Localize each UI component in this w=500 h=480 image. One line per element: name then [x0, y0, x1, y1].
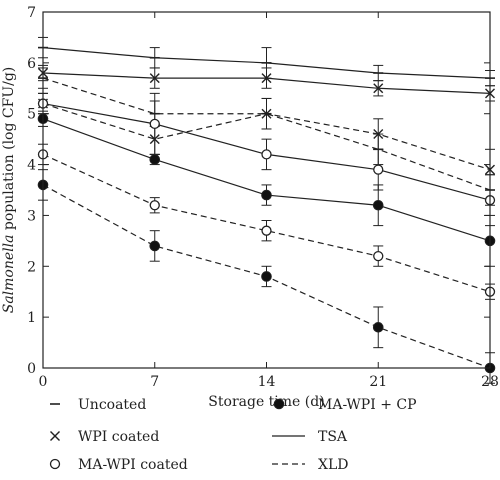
data-point — [261, 225, 272, 236]
data-point — [373, 164, 384, 175]
marker-filled-circle — [261, 189, 272, 201]
y-axis-label-italic: Salmonella — [1, 235, 17, 314]
marker-open-circle — [261, 225, 272, 236]
marker-x-stroke — [261, 108, 272, 119]
y-axis-label-rest: population (log CFU/g) — [1, 67, 17, 235]
legend-item: XLD — [272, 457, 349, 473]
axes: 0 7 14 21 28 0 1 2 3 4 5 6 7 — [27, 5, 499, 390]
plot-area — [37, 36, 496, 384]
y-tick-label: 0 — [27, 361, 36, 377]
legend-label: WPI coated — [78, 429, 159, 445]
legend-swatch-marker — [273, 398, 285, 410]
data-point — [149, 154, 161, 165]
series-ma-wpi-cp-tsa — [37, 110, 496, 267]
marker-filled-circle — [372, 199, 384, 211]
marker-open-circle — [373, 164, 384, 175]
y-tick-label: 1 — [27, 310, 36, 326]
x-tick-label: 21 — [369, 374, 387, 390]
marker-open-circle — [49, 458, 61, 470]
y-tick-label: 6 — [27, 56, 36, 72]
data-point — [261, 149, 272, 160]
x-axis-label: Storage time (d) — [208, 394, 324, 410]
y-tick-label: 4 — [27, 158, 36, 174]
data-point — [261, 73, 272, 84]
data-point — [261, 271, 272, 282]
marker-filled-circle — [149, 240, 161, 252]
data-point — [261, 189, 272, 201]
data-point — [372, 199, 384, 211]
legend-label: MA-WPI coated — [78, 457, 188, 473]
marker-filled-circle — [273, 398, 285, 410]
legend-label: XLD — [318, 457, 349, 473]
marker-open-circle — [149, 200, 160, 211]
series-line — [42, 153, 491, 293]
marker-x-stroke — [373, 129, 384, 140]
marker-x-stroke — [50, 431, 60, 441]
data-point — [373, 129, 384, 140]
y-tick-label: 7 — [27, 5, 36, 21]
legend-label: Uncoated — [78, 397, 146, 413]
marker-x-stroke — [149, 73, 160, 84]
legend-item: MA-WPI + CP — [273, 397, 417, 413]
marker-open-circle — [149, 118, 160, 130]
x-tick-label: 7 — [150, 374, 159, 390]
marker-open-circle — [373, 250, 384, 262]
data-point — [373, 250, 384, 262]
data-point — [372, 322, 384, 333]
marker-filled-circle — [261, 271, 272, 282]
legend-label: MA-WPI + CP — [318, 397, 417, 413]
legend-swatch-marker — [50, 431, 60, 441]
data-point — [149, 200, 160, 211]
legend-label: TSA — [318, 429, 348, 445]
legend: Uncoated WPI coated MA-WPI coated MA-WPI + … — [49, 397, 417, 473]
marker-filled-circle — [372, 322, 384, 333]
data-point — [261, 108, 272, 119]
x-tick-label: 14 — [258, 374, 276, 390]
data-point — [149, 118, 160, 130]
legend-item: WPI coated — [50, 429, 159, 445]
y-axis-label: Salmonella population (log CFU/g) — [1, 67, 17, 314]
data-point — [149, 73, 160, 84]
legend-swatch-marker — [49, 458, 61, 470]
legend-item: TSA — [272, 429, 348, 445]
marker-x-stroke — [261, 73, 272, 84]
marker-x-stroke — [373, 83, 384, 94]
y-tick-label: 3 — [27, 208, 36, 224]
marker-open-circle — [261, 149, 272, 160]
marker-filled-circle — [149, 154, 161, 165]
data-point — [149, 240, 161, 252]
data-point — [373, 83, 384, 94]
x-tick-label: 28 — [481, 374, 499, 390]
y-tick-label: 2 — [27, 259, 36, 275]
legend-item: Uncoated — [50, 397, 146, 413]
x-tick-label: 0 — [39, 374, 48, 390]
series-line — [42, 77, 491, 191]
series-wpi-coated-tsa — [38, 64, 495, 102]
y-tick-label: 5 — [27, 107, 36, 123]
legend-item: MA-WPI coated — [49, 457, 188, 473]
